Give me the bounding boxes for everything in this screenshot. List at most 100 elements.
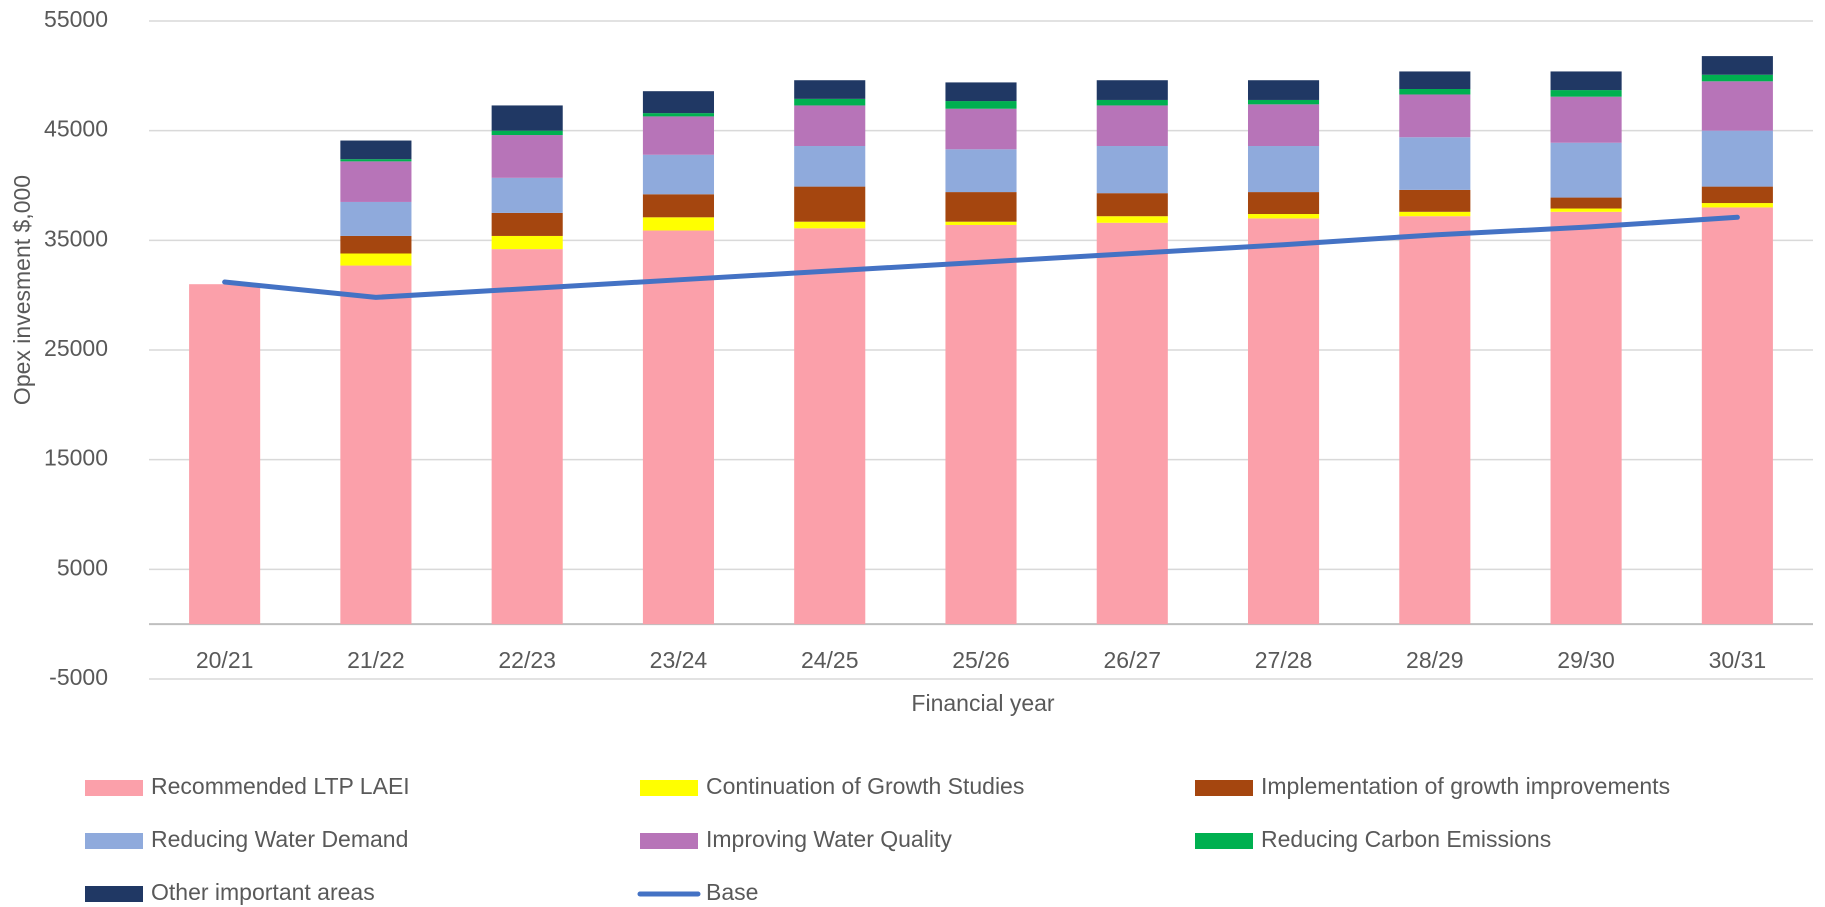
bar-segment [794, 228, 866, 625]
bar-segment [794, 98, 866, 106]
bar-segment [1701, 186, 1773, 204]
bar-segment [1247, 192, 1320, 215]
bar-segment [340, 253, 412, 266]
bar-segment [1399, 88, 1471, 95]
bar-segment [1550, 71, 1622, 91]
x-tick-label: 24/25 [801, 647, 859, 673]
bar-segment [1247, 218, 1320, 625]
bar-segment [1399, 216, 1471, 625]
bar-segment [1247, 214, 1320, 219]
bar-segment [1399, 137, 1471, 190]
bar-segment [1096, 216, 1168, 223]
legend-label: Reducing Carbon Emissions [1261, 826, 1551, 852]
bar-segment [642, 113, 715, 117]
bar-segment [1399, 94, 1471, 138]
bar-segment [1701, 81, 1773, 131]
bar-segment [1550, 211, 1622, 625]
y-tick-label: 35000 [44, 225, 108, 251]
bar-segment [1096, 193, 1168, 217]
bar-segment [491, 235, 563, 250]
bar-segment [491, 135, 563, 178]
bar-segment [340, 159, 412, 162]
y-tick-label: 25000 [44, 335, 108, 361]
bar-segment [1096, 105, 1168, 147]
bar-segment [1399, 189, 1471, 212]
bar-segment [1247, 146, 1320, 193]
bar-segment [1096, 80, 1168, 100]
bar-segment [1247, 104, 1320, 147]
bar-segment [1701, 130, 1773, 187]
y-tick-label: 55000 [44, 6, 108, 32]
bar-segment [340, 161, 412, 202]
legend-swatch [1195, 780, 1253, 796]
x-tick-label: 20/21 [196, 647, 254, 673]
bar-segment [1701, 56, 1773, 75]
line-series [222, 214, 1740, 300]
legend-swatch [85, 833, 143, 849]
bar-segment [642, 116, 715, 155]
y-tick-label: 15000 [44, 445, 108, 471]
x-tick-label: 26/27 [1103, 647, 1161, 673]
bar-segment [491, 212, 563, 236]
legend-label: Reducing Water Demand [151, 826, 408, 852]
legend-label: Base [706, 879, 758, 905]
bar-segment [945, 224, 1017, 625]
bar-segment [189, 284, 261, 625]
legend-label: Recommended LTP LAEI [151, 773, 410, 799]
bar-segment [491, 105, 563, 131]
legend-swatch [640, 780, 698, 796]
bar-segment [1399, 211, 1471, 217]
bar-segment [945, 82, 1017, 102]
legend-label: Improving Water Quality [706, 826, 952, 852]
bar-segment [340, 201, 412, 236]
bar-segment [340, 140, 412, 160]
bar-segment [1550, 90, 1622, 97]
x-tick-label: 21/22 [347, 647, 405, 673]
x-tick-label: 28/29 [1406, 647, 1464, 673]
x-tick-label: 27/28 [1255, 647, 1313, 673]
bar-segment [1550, 197, 1622, 209]
bar-segment [794, 186, 866, 222]
y-tick-label: 45000 [44, 116, 108, 142]
x-axis-title: Financial year [911, 690, 1055, 716]
bar-segment [642, 217, 715, 231]
bar-segment [1701, 203, 1773, 208]
bar-segment [1247, 99, 1320, 105]
x-tick-label: 25/26 [952, 647, 1010, 673]
y-tick-label: 5000 [57, 554, 108, 580]
y-tick-label: -5000 [49, 664, 108, 690]
bar-segment [1247, 80, 1320, 100]
bar-segment [642, 91, 715, 114]
bar-segment [340, 235, 412, 254]
bar-segment [642, 194, 715, 218]
bar-segment [794, 80, 866, 99]
bar-segment [1701, 207, 1773, 625]
bar-segment [1550, 142, 1622, 198]
bar-segment [1096, 146, 1168, 194]
x-tick-label: 22/23 [498, 647, 556, 673]
legend-label: Continuation of Growth Studies [706, 773, 1024, 799]
legend-swatch [640, 833, 698, 849]
bar-segment [340, 265, 412, 625]
bar-segment [491, 177, 563, 213]
legend-swatch [1195, 833, 1253, 849]
legend-swatch [85, 886, 143, 902]
bar-segment [491, 130, 563, 136]
x-tick-label: 29/30 [1557, 647, 1615, 673]
bar-segment [794, 221, 866, 229]
bar-segment [794, 105, 866, 147]
bar-segment [1399, 71, 1471, 89]
bar-segment [1550, 208, 1622, 212]
bar-segment [945, 192, 1017, 222]
legend-label: Implementation of growth improvements [1261, 773, 1670, 799]
bar-segment [642, 230, 715, 625]
bar-segment [642, 154, 715, 195]
bar-segment [945, 221, 1017, 225]
bar-segment [1701, 74, 1773, 82]
bar-segment [491, 249, 563, 625]
bar-segment [1096, 222, 1168, 625]
x-tick-label: 23/24 [650, 647, 708, 673]
bar-segment [1550, 96, 1622, 143]
bar-segment [1096, 99, 1168, 106]
